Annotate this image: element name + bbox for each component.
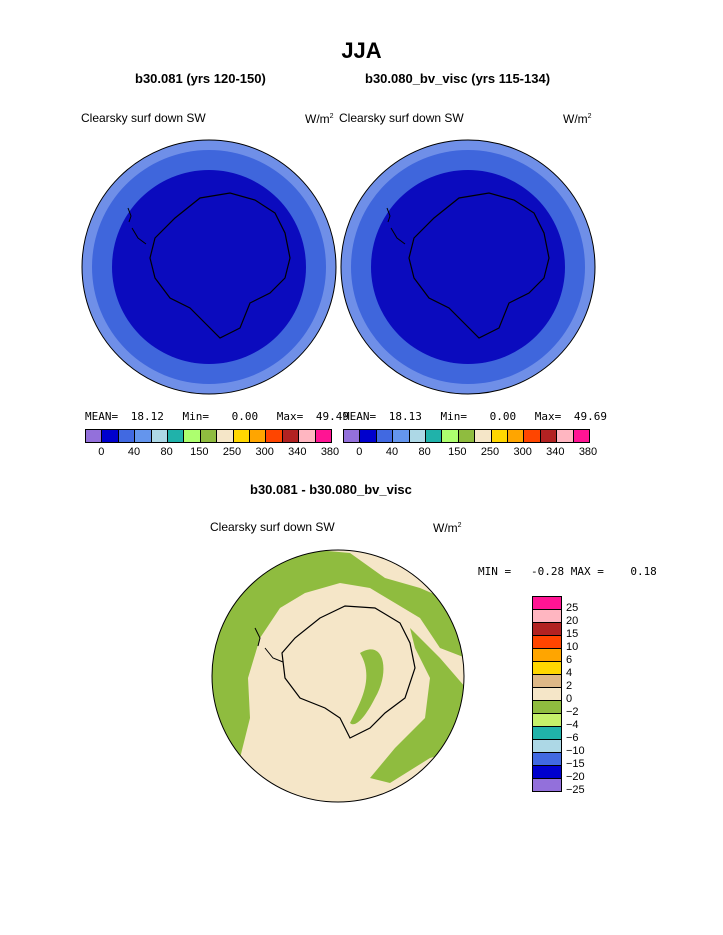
colorbar-tick-label: −15 xyxy=(566,758,585,770)
colorbar-tick-label: −25 xyxy=(566,784,585,796)
colorbar-tick-label: 0 xyxy=(566,693,573,705)
colorbar-swatch xyxy=(533,636,561,649)
colorbar-swatch xyxy=(376,430,394,442)
colorbar-tick-label: 380 xyxy=(320,446,340,458)
colorbar-swatch xyxy=(86,430,103,442)
colorbar-tick-label: 10 xyxy=(566,641,579,653)
colorbar-swatch xyxy=(250,430,267,442)
colorbar-swatch xyxy=(266,430,283,442)
colorbar-tick-label: 25 xyxy=(566,602,579,614)
colorbar-tick-label: −6 xyxy=(566,732,579,744)
colorbar-swatch xyxy=(533,740,561,753)
diff-label: b30.081 - b30.080_bv_visc xyxy=(250,482,412,497)
panel-1-variable: Clearsky surf down SW xyxy=(81,111,206,125)
colorbar-swatch xyxy=(393,430,410,442)
colorbar-swatch xyxy=(533,649,561,662)
panel-2-stats: MEAN= 18.13 Min= 0.00 Max= 49.69 xyxy=(343,410,607,423)
colorbar-swatch xyxy=(533,610,561,623)
colorbar-swatch xyxy=(533,714,561,727)
colorbar-tick-label: −4 xyxy=(566,719,579,731)
colorbar-swatch xyxy=(533,688,561,701)
colorbar-tick-label: 80 xyxy=(418,446,431,458)
antarctica-coastline xyxy=(281,605,416,739)
colorbar-tick-label: 0 xyxy=(356,446,363,458)
colorbar-swatch xyxy=(200,430,218,442)
colorbar-tick-label: 80 xyxy=(160,446,173,458)
colorbar-tick-label: 40 xyxy=(127,446,141,458)
colorbar-swatch xyxy=(426,430,443,442)
colorbar-swatch xyxy=(533,779,561,791)
colorbar-swatch xyxy=(233,430,251,442)
colorbar-swatch xyxy=(540,430,558,442)
colorbar-swatch xyxy=(533,675,561,688)
colorbar-swatch xyxy=(282,430,300,442)
colorbar-tick-label: 15 xyxy=(566,628,579,640)
colorbar-swatch xyxy=(168,430,185,442)
panel-1-stats: MEAN= 18.12 Min= 0.00 Max= 49.49 xyxy=(85,410,349,423)
colorbar-swatch xyxy=(524,430,541,442)
panel-1-polar-map xyxy=(81,139,337,395)
colorbar-swatch xyxy=(299,430,316,442)
colorbar-swatch xyxy=(315,430,332,442)
colorbar-swatch xyxy=(184,430,201,442)
colorbar-swatch xyxy=(533,766,561,779)
panel-2-colorbar xyxy=(343,429,590,443)
colorbar-swatch xyxy=(409,430,427,442)
colorbar-swatch xyxy=(151,430,169,442)
colorbar-swatch xyxy=(557,430,574,442)
colorbar-swatch xyxy=(118,430,136,442)
colorbar-tick-label: 380 xyxy=(578,446,598,458)
panel-1-units: W/m2 xyxy=(305,112,334,126)
colorbar-tick-label: 40 xyxy=(385,446,399,458)
colorbar-swatch xyxy=(533,727,561,740)
diff-polar-map xyxy=(211,549,465,803)
colorbar-tick-label: 0 xyxy=(98,446,105,458)
panel-1-case-label: b30.081 (yrs 120-150) xyxy=(135,71,266,86)
colorbar-tick-label: 150 xyxy=(448,446,467,458)
colorbar-tick-label: 20 xyxy=(566,615,579,627)
colorbar-swatch xyxy=(508,430,525,442)
panel-2-polar-map xyxy=(340,139,596,395)
colorbar-swatch xyxy=(217,430,234,442)
colorbar-swatch xyxy=(475,430,492,442)
colorbar-swatch xyxy=(533,701,561,714)
colorbar-swatch xyxy=(533,662,561,675)
colorbar-swatch xyxy=(360,430,377,442)
colorbar-tick-label: 4 xyxy=(566,667,573,679)
panel-2-units: W/m2 xyxy=(563,112,592,126)
colorbar-tick-label: 150 xyxy=(190,446,209,458)
page-title: JJA xyxy=(341,38,382,63)
colorbar-tick-label: 2 xyxy=(566,680,573,692)
panel-1-colorbar xyxy=(85,429,332,443)
colorbar-swatch xyxy=(135,430,152,442)
colorbar-tick-label: 250 xyxy=(222,446,242,458)
colorbar-swatch xyxy=(102,430,119,442)
colorbar-swatch xyxy=(344,430,361,442)
diff-variable: Clearsky surf down SW xyxy=(210,520,335,534)
colorbar-tick-label: 300 xyxy=(513,446,532,458)
colorbar-swatch xyxy=(573,430,590,442)
colorbar-tick-label: 250 xyxy=(480,446,500,458)
colorbar-tick-label: −10 xyxy=(566,745,585,757)
colorbar-tick-label: 340 xyxy=(288,446,307,458)
colorbar-swatch xyxy=(533,623,561,636)
diff-units: W/m2 xyxy=(433,521,462,535)
colorbar-tick-label: −2 xyxy=(566,706,579,718)
colorbar-tick-label: −20 xyxy=(566,771,585,783)
colorbar-swatch xyxy=(533,597,561,610)
panel-2-variable: Clearsky surf down SW xyxy=(339,111,464,125)
colorbar-tick-label: 340 xyxy=(546,446,565,458)
colorbar-swatch xyxy=(533,753,561,766)
colorbar-swatch xyxy=(442,430,459,442)
panel-2-case-label: b30.080_bv_visc (yrs 115-134) xyxy=(365,71,551,86)
colorbar-tick-label: 300 xyxy=(255,446,274,458)
diff-colorbar xyxy=(532,596,562,792)
colorbar-tick-label: 6 xyxy=(566,654,573,666)
antarctica-coastline xyxy=(149,192,291,339)
colorbar-swatch xyxy=(458,430,476,442)
antarctica-coastline xyxy=(408,192,550,339)
diff-minmax: MIN = -0.28 MAX = 0.18 xyxy=(478,565,657,578)
colorbar-swatch xyxy=(491,430,509,442)
